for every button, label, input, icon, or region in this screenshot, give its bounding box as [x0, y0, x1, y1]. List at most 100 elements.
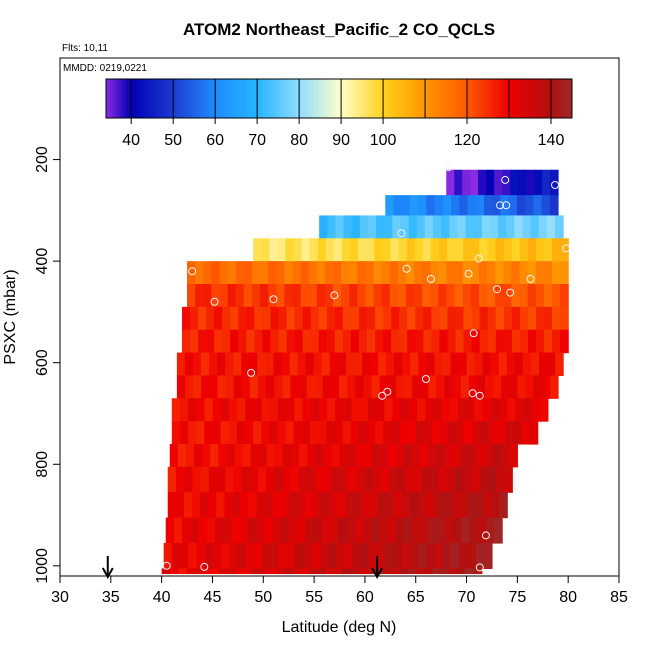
heatmap-cell [274, 443, 284, 468]
heatmap-cell [310, 306, 320, 331]
heatmap-cell [235, 283, 245, 308]
colorbar-segment [468, 79, 473, 118]
heatmap-cell [378, 352, 387, 376]
colorbar-tick-label: 120 [454, 132, 481, 149]
heatmap-cell [379, 517, 388, 544]
heatmap-cell [270, 329, 280, 354]
colorbar-segment [285, 79, 290, 118]
heatmap-cell [550, 169, 559, 196]
heatmap-cell [266, 466, 275, 493]
x-tick-label: 65 [407, 589, 425, 606]
heatmap-cell [169, 443, 179, 468]
heatmap-cell [245, 398, 255, 422]
heatmap-cell [422, 466, 431, 493]
heatmap-cell [402, 492, 411, 519]
heatmap-cell [206, 306, 215, 331]
heatmap-cell [536, 329, 545, 354]
heatmap-cell [440, 568, 450, 575]
heatmap-cell [344, 542, 354, 569]
heatmap-cell [462, 283, 472, 308]
heatmap-cell [555, 352, 564, 376]
heatmap-cell [270, 306, 280, 331]
heatmap-cell [395, 517, 405, 544]
heatmap-cell [531, 398, 541, 422]
heatmap-cell [224, 492, 233, 519]
heatmap-cell [260, 283, 269, 308]
heatmap-cell [268, 261, 277, 285]
heatmap-cell [505, 421, 514, 445]
heatmap-cell [327, 215, 337, 239]
heatmap-cell [423, 421, 433, 445]
heatmap-cell [392, 215, 402, 239]
heatmap-cell [467, 195, 477, 217]
heatmap-cell [463, 238, 472, 262]
heatmap-cell [482, 352, 492, 376]
heatmap-cell [358, 238, 367, 262]
heatmap-cell [182, 517, 191, 544]
heatmap-cell [341, 238, 351, 262]
colorbar-segment [332, 79, 337, 118]
heatmap-cell [356, 466, 366, 493]
heatmap-cell [175, 466, 185, 493]
heatmap-cell [498, 398, 508, 422]
colorbar-segment [425, 79, 430, 118]
colorbar-segment [475, 79, 480, 118]
heatmap-cell [324, 261, 334, 285]
x-tick-label: 35 [102, 589, 120, 606]
heatmap-cell [474, 398, 484, 422]
heatmap-cell [376, 215, 385, 239]
heatmap-cell [509, 443, 518, 468]
observation-point [200, 562, 209, 571]
heatmap-cell [203, 261, 212, 285]
heatmap-cell [333, 238, 343, 262]
observation-point [493, 285, 501, 294]
heatmap-cell [365, 261, 375, 285]
heatmap-cell [549, 375, 559, 399]
observation-point [162, 561, 171, 570]
colorbar-segment [252, 79, 257, 118]
heatmap-cell [232, 492, 242, 519]
heatmap-cell [503, 261, 513, 285]
heatmap-cell [203, 283, 212, 308]
heatmap-cell [220, 421, 230, 445]
heatmap-cell [397, 261, 407, 285]
heatmap-cell [426, 542, 436, 569]
heatmap-cell [225, 375, 235, 399]
colorbar-segment [562, 79, 566, 118]
heatmap-cell [261, 238, 270, 262]
heatmap-cell [309, 238, 319, 262]
heatmap-cell [262, 542, 271, 569]
colorbar-segment [302, 79, 307, 118]
heatmap-cell [397, 283, 407, 308]
heatmap-cell [503, 238, 513, 262]
heatmap-cell [514, 215, 524, 239]
heatmap-cell [317, 238, 327, 262]
heatmap-cell [499, 492, 508, 519]
heatmap-cell [336, 542, 345, 569]
heatmap-cell [471, 238, 480, 262]
heatmap-cell [352, 542, 362, 569]
heatmap-cell [234, 443, 244, 468]
heatmap-cell [454, 261, 464, 285]
plot-frame [59, 57, 620, 577]
heatmap-cell [446, 261, 456, 285]
heatmap-cell [278, 306, 288, 331]
heatmap-cell [408, 215, 418, 239]
heatmap-cell [535, 283, 545, 308]
heatmap-cell [521, 421, 531, 445]
heatmap-cell [490, 352, 500, 376]
heatmap-cell [303, 542, 312, 569]
colorbar-segment [518, 79, 523, 118]
heatmap-cell [193, 375, 202, 399]
heatmap-cell [266, 375, 275, 399]
colorbar-segment [162, 79, 167, 118]
heatmap-cell [495, 238, 505, 262]
heatmap-cell [183, 492, 193, 519]
heatmap-cell [302, 398, 312, 422]
heatmap-cell [409, 542, 419, 569]
heatmap-cell [434, 352, 444, 376]
heatmap-cell [495, 306, 505, 331]
heatmap-cell [223, 517, 232, 544]
heatmap-cell [257, 375, 267, 399]
heatmap-cell [347, 443, 357, 468]
